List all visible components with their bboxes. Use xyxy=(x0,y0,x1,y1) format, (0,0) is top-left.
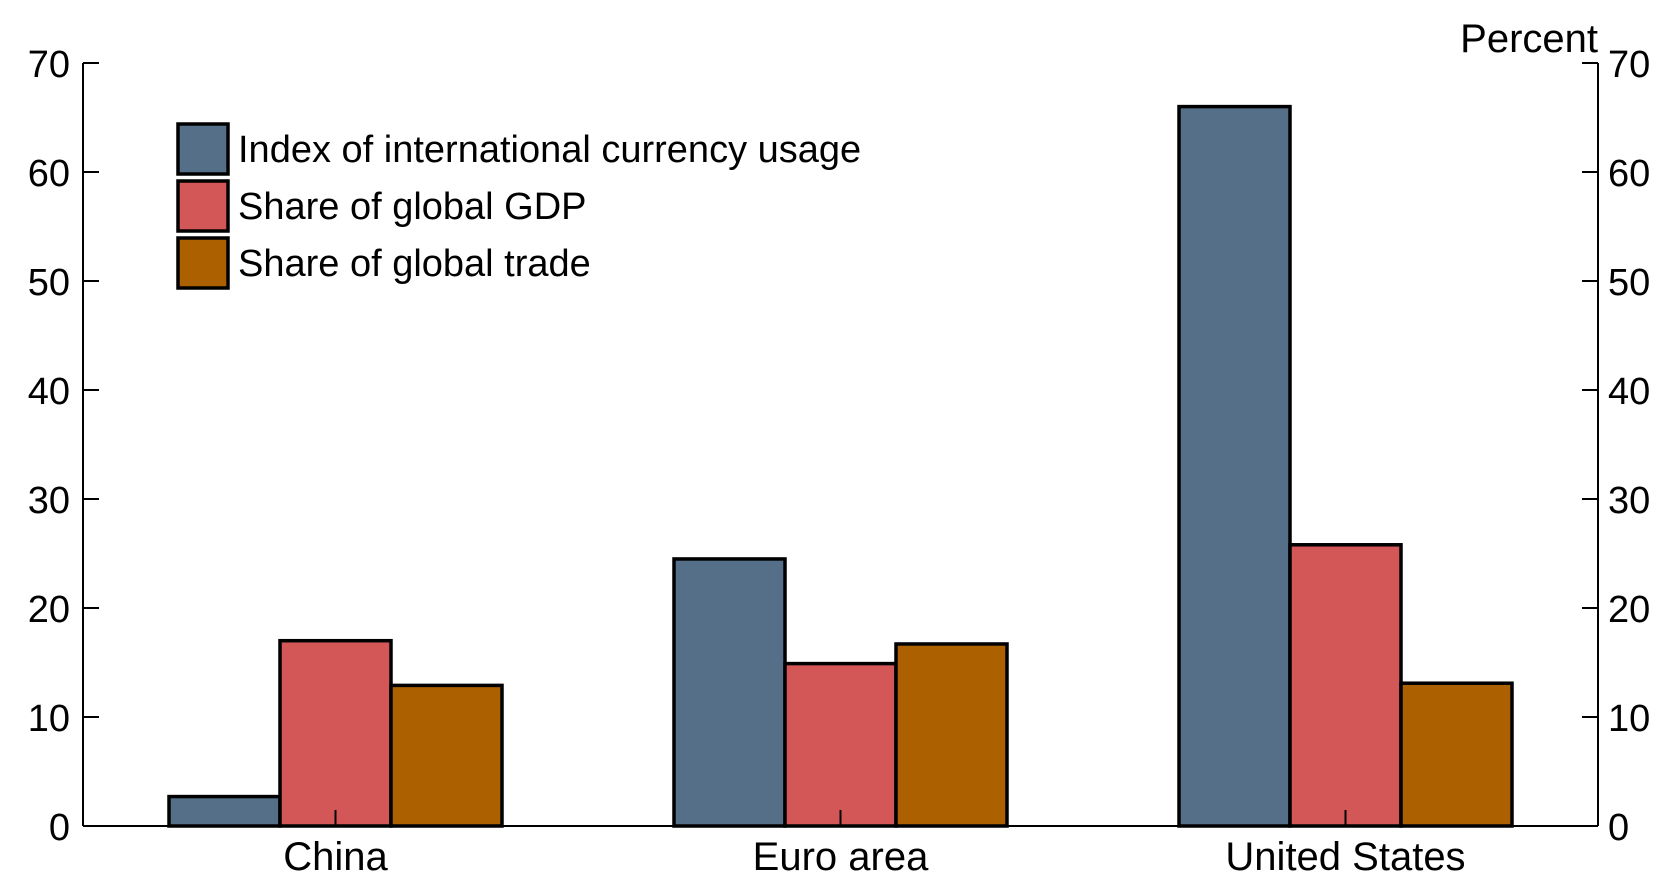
right-y-tick-label: 10 xyxy=(1608,698,1650,740)
left-y-tick-label: 30 xyxy=(28,480,70,522)
bar-index-of-international-currency-usage-euro-area xyxy=(672,557,787,828)
left-y-tick-label: 20 xyxy=(28,589,70,631)
x-tick-label: China xyxy=(283,835,388,879)
bar-share-of-global-trade-euro-area xyxy=(894,642,1009,828)
bars-layer xyxy=(167,104,1514,828)
right-y-tick-label: 50 xyxy=(1608,262,1650,304)
right-y-tick-label: 70 xyxy=(1608,44,1650,86)
legend-swatch xyxy=(176,236,230,290)
left-y-tick-label: 40 xyxy=(28,371,70,413)
bar-share-of-global-gdp-china xyxy=(278,638,393,828)
left-y-tick-label: 50 xyxy=(28,262,70,304)
bar-index-of-international-currency-usage-united-states xyxy=(1177,104,1292,828)
legend-swatch xyxy=(176,122,230,176)
legend-label: Share of global GDP xyxy=(238,186,587,228)
right-y-tick-label: 40 xyxy=(1608,371,1650,413)
right-y-tick-label: 60 xyxy=(1608,153,1650,195)
bar-share-of-global-trade-china xyxy=(389,683,504,828)
left-y-tick-label: 10 xyxy=(28,698,70,740)
bar-index-of-international-currency-usage-china xyxy=(167,794,282,828)
bar-share-of-global-gdp-united-states xyxy=(1288,543,1403,828)
right-y-tick-label: 30 xyxy=(1608,480,1650,522)
legend-label: Share of global trade xyxy=(238,243,591,285)
bar-share-of-global-gdp-euro-area xyxy=(783,661,898,828)
left-y-tick-label: 0 xyxy=(49,807,70,849)
legend-swatch xyxy=(176,179,230,233)
right-y-tick-label: 20 xyxy=(1608,589,1650,631)
unit-label: Percent xyxy=(1460,17,1598,61)
axes-layer: 0 0 10 10 20 20 30 30 40 40 50 50 60 60 70 70 China Euro … xyxy=(28,44,1651,879)
legend: Index of international currency usage Sha… xyxy=(176,122,861,290)
left-y-tick-label: 60 xyxy=(28,153,70,195)
x-tick-label: Euro area xyxy=(753,835,929,879)
bar-share-of-global-trade-united-states xyxy=(1399,681,1514,828)
right-y-tick-label: 0 xyxy=(1608,807,1629,849)
left-y-tick-label: 70 xyxy=(28,44,70,86)
legend-label: Index of international currency usage xyxy=(238,129,861,171)
x-tick-label: United States xyxy=(1225,835,1465,879)
